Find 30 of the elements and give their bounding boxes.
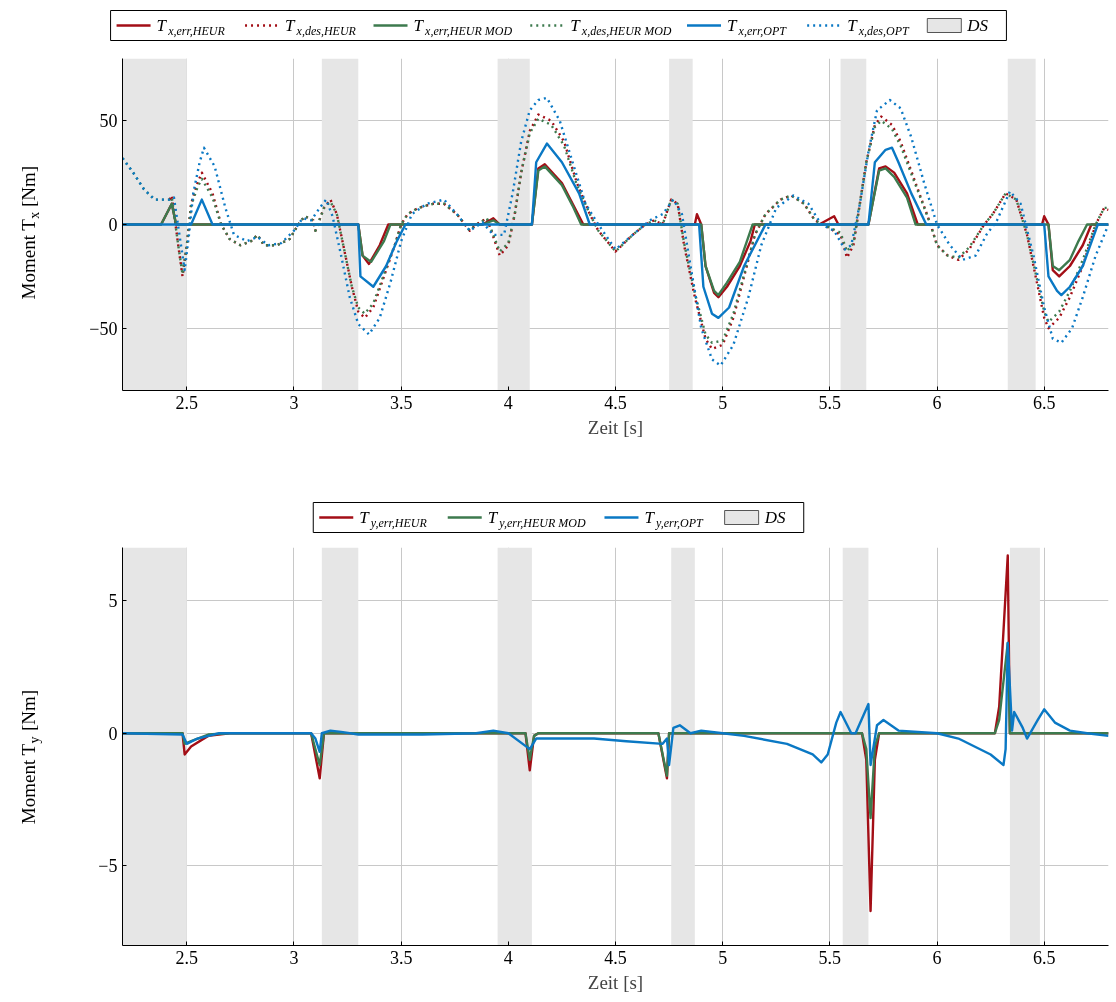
x-tick-label: 4.5 [604,392,627,413]
x-tick-label: 5 [718,947,728,968]
y-tick-label: 0 [108,215,118,235]
x-tick-label: 3.5 [389,947,413,968]
x-tick-label: 6.5 [1032,392,1056,413]
y-tick-label: 50 [99,111,118,132]
x-tick-label: 3.5 [389,392,413,413]
x-tick-label: 5.5 [818,392,842,413]
y-axis-title: Moment Ty [Nm] [18,689,42,825]
y-tick-label: −5 [98,856,118,877]
x-tick-label: 6 [932,947,942,968]
x-tick-label: 6 [932,392,942,413]
x-tick-label: 4 [503,947,513,968]
x-tick-label: 5.5 [818,947,842,968]
x-tick-label: 6.5 [1032,947,1056,968]
y-tick-label: −50 [89,318,118,339]
x-tick-label: 4.5 [604,947,627,968]
x-tick-label: 2.5 [175,392,199,413]
x-tick-label: 3 [289,392,299,413]
x-axis-title: Zeit [s] [587,971,644,993]
y-tick-label: 5 [108,591,118,612]
x-tick-label: 5 [718,392,728,413]
x-tick-label: 2.5 [175,947,199,968]
x-tick-label: 3 [289,947,299,968]
y-axis-title: Moment Tx [Nm] [18,165,42,300]
legend-label: DS [763,508,786,527]
y-tick-label: 0 [108,723,118,744]
x-tick-label: 4 [503,392,513,413]
legend-label: DS [966,16,989,35]
x-axis-title: Zeit [s] [587,416,644,438]
